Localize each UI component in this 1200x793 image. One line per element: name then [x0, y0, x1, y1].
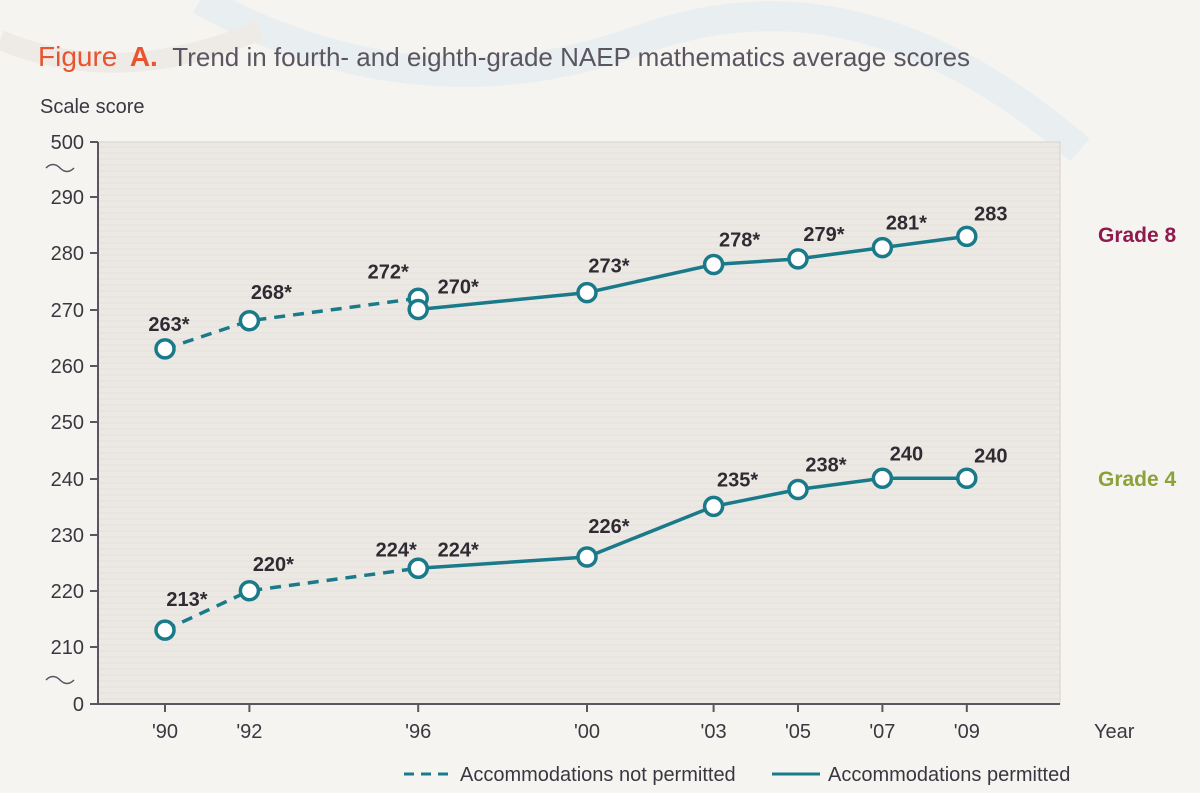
data-label: 240	[974, 445, 1007, 467]
y-tick-label: 250	[51, 412, 84, 434]
data-point	[154, 619, 176, 641]
figure-label: Figure	[38, 41, 117, 72]
x-axis-title: Year	[1094, 721, 1135, 743]
chart-title: Trend in fourth- and eighth-grade NAEP m…	[172, 42, 970, 72]
data-point	[238, 580, 261, 602]
series-line-solid	[418, 476, 967, 570]
data-label: 283	[974, 203, 1007, 225]
data-label: 263*	[148, 314, 189, 336]
x-tick-label: '03	[701, 721, 727, 743]
y-tick-label: 290	[51, 187, 84, 209]
data-label: 238*	[805, 455, 846, 477]
data-label: 273*	[588, 256, 629, 278]
data-point	[576, 546, 598, 568]
series-line-solid	[418, 234, 968, 312]
legend-solid-label: Accommodations permitted	[828, 764, 1070, 786]
data-point	[956, 467, 978, 489]
data-label: 224*	[438, 539, 479, 561]
data-point	[787, 248, 809, 270]
figure-title: Figure A. Trend in fourth- and eighth-gr…	[38, 41, 970, 72]
data-label: 279*	[803, 224, 844, 246]
series-label-grade8: Grade 8	[1098, 224, 1177, 247]
data-label: 224*	[376, 539, 417, 561]
data-label: 240	[890, 443, 923, 465]
data-label: 272*	[368, 261, 409, 283]
data-point	[407, 557, 429, 579]
x-tick-label: '09	[954, 721, 980, 743]
x-tick-label: '00	[574, 721, 600, 743]
data-point	[238, 310, 261, 332]
legend-dashed-label: Accommodations not permitted	[460, 764, 736, 786]
data-label: 235*	[717, 469, 758, 491]
data-point	[787, 478, 809, 501]
y-tick-label: 0	[73, 694, 84, 716]
y-tick-label: 260	[51, 356, 84, 378]
x-tick-label: '90	[152, 721, 178, 743]
series-line-dashed	[164, 296, 419, 351]
x-tick-label: '07	[869, 721, 895, 743]
y-tick-label: 270	[51, 300, 84, 322]
y-tick-label: 210	[51, 637, 84, 659]
plot-area	[97, 141, 1061, 705]
y-tick-label: 500	[51, 132, 84, 154]
x-tick-label: '92	[236, 721, 262, 743]
y-axis-title: Scale score	[40, 96, 145, 118]
data-label: 270*	[438, 277, 479, 299]
data-point	[407, 298, 429, 321]
data-point	[956, 225, 978, 248]
data-point	[154, 338, 176, 360]
data-point	[871, 467, 894, 489]
data-point	[576, 281, 598, 304]
data-label: 220*	[253, 554, 294, 576]
data-label: 226*	[588, 516, 629, 538]
figure-letter: A.	[130, 41, 158, 72]
data-point	[871, 236, 894, 259]
data-label: 278*	[719, 230, 760, 252]
data-label: 268*	[251, 282, 292, 304]
data-point	[702, 253, 725, 276]
y-tick-label: 240	[51, 469, 84, 491]
data-label: 281*	[886, 213, 927, 235]
legend: Accommodations not permitted Accommodati…	[404, 764, 1070, 786]
y-tick-label: 230	[51, 525, 84, 547]
x-tick-label: '96	[405, 721, 431, 743]
y-tick-label: 220	[51, 581, 84, 603]
data-point	[702, 495, 725, 518]
y-axis-break-top	[45, 163, 75, 173]
y-tick-label: 280	[51, 243, 84, 265]
y-axis-break-bottom	[45, 675, 75, 685]
data-label: 213*	[166, 589, 207, 611]
series-label-grade4: Grade 4	[1098, 468, 1177, 491]
x-tick-label: '05	[785, 721, 811, 743]
